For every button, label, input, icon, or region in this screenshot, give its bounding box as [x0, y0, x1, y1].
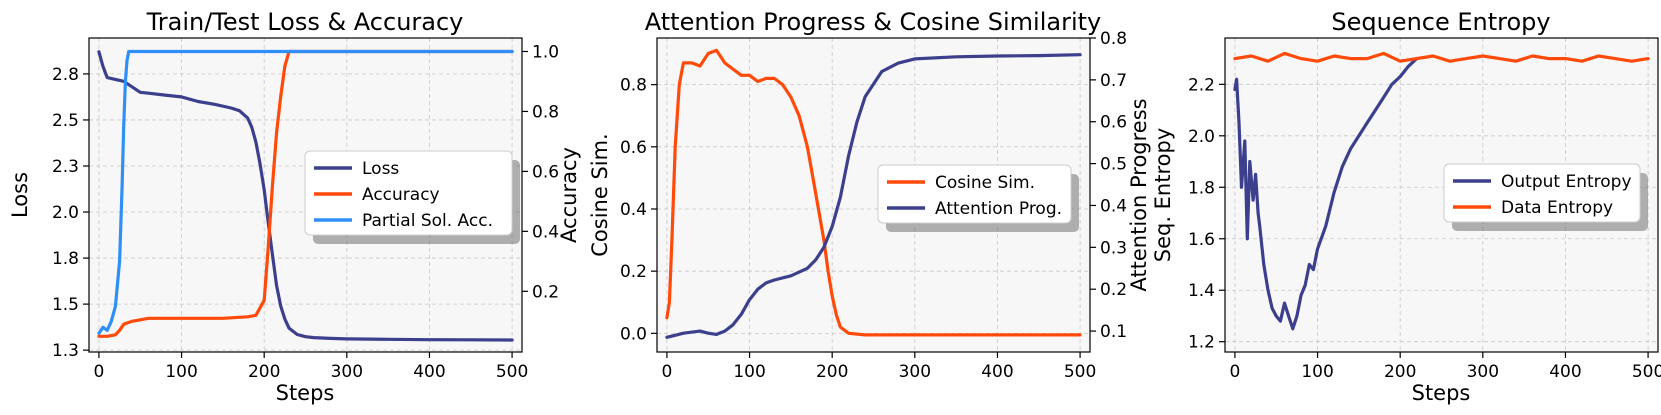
y-tick-label: 2.5 [52, 111, 79, 131]
y-tick-label: 1.4 [1188, 281, 1215, 301]
chart-title: Attention Progress & Cosine Similarity [645, 8, 1101, 36]
y-tick-label-right: 0.1 [1100, 322, 1127, 342]
y-tick-label-right: 0.5 [1100, 155, 1127, 175]
series-layer [97, 49, 514, 342]
x-tick-label: 300 [1467, 362, 1499, 382]
x-tick-label: 500 [1064, 362, 1096, 382]
y-tick-label: 1.8 [52, 249, 79, 269]
x-tick-label: 0 [662, 362, 673, 382]
x-tick-label: 400 [981, 362, 1013, 382]
x-axis-label: Steps [276, 381, 335, 405]
plot-frame [1224, 37, 1659, 353]
series-line-partial-sol-acc [97, 49, 514, 335]
series-line-attention-prog [665, 53, 1082, 339]
y-axis-label-left: Seq. Entropy [1151, 128, 1175, 263]
x-tick-label: 300 [331, 362, 363, 382]
x-tick-label: 100 [1301, 362, 1333, 382]
chart-title: Sequence Entropy [1331, 8, 1550, 36]
y-tick-label: 0.2 [620, 262, 647, 282]
legend-label-loss: Loss [362, 159, 399, 179]
y-tick-label-right: 0.2 [532, 282, 559, 302]
series-line-loss [97, 50, 514, 342]
x-tick-label: 300 [899, 362, 931, 382]
legend-label-output-entropy: Output Entropy [1501, 172, 1632, 192]
x-tick-label: 200 [816, 362, 848, 382]
legend-label-cosine-sim: Cosine Sim. [935, 173, 1035, 193]
y-tick-label: 2.0 [1188, 127, 1215, 147]
series-layer [1233, 51, 1650, 331]
x-tick-label: 200 [1384, 362, 1416, 382]
panel-attention-progress-cosine: 0 100 200 300 400 500 0.00.20.40.60.8 0.10.20… [588, 8, 1151, 382]
gridlines [1225, 38, 1658, 352]
y-tick-label-right: 1.0 [532, 42, 559, 62]
y-tick-label: 1.2 [1188, 333, 1215, 353]
y-tick-label-right: 0.8 [1100, 29, 1127, 49]
x-tick-label: 500 [496, 362, 528, 382]
y-tick-label: 2.0 [52, 203, 79, 223]
y-ticks-right: 0.1 0.2 0.3 0.4 0.5 0.6 0.7 0.8 [1090, 29, 1127, 342]
x-ticks: 0 100 200 300 400 500 [94, 352, 528, 382]
y-ticks-left: 1.2 1.4 1.6 1.8 2.0 2.2 [1188, 75, 1225, 353]
y-axis-label-left: Cosine Sim. [588, 133, 612, 257]
x-tick-label: 400 [1549, 362, 1581, 382]
x-tick-label: 0 [1230, 362, 1241, 382]
y-axis-label-right: Accuracy [557, 147, 581, 243]
y-tick-label-right: 0.7 [1100, 71, 1127, 91]
chart-title: Train/Test Loss & Accuracy [146, 8, 464, 36]
x-tick-label: 0 [94, 362, 105, 382]
y-axis-label-left: Loss [8, 172, 32, 218]
panel-sequence-entropy: 0 100 200 300 400 500 1.2 1.4 1.6 1.8 2.0 2.2 Sequ… [1151, 8, 1661, 405]
y-tick-label-right: 0.6 [532, 162, 559, 182]
y-tick-label-right: 0.8 [532, 102, 559, 122]
x-tick-label: 400 [413, 362, 445, 382]
y-tick-label: 0.6 [620, 138, 647, 158]
y-ticks-right: 0.2 0.4 0.6 0.8 1.0 [522, 42, 559, 302]
y-tick-label: 1.5 [52, 295, 79, 315]
y-tick-label-right: 0.4 [532, 222, 559, 242]
x-tick-label: 500 [1632, 362, 1661, 382]
y-tick-label-right: 0.6 [1100, 113, 1127, 133]
legend-label-accuracy: Accuracy [362, 185, 440, 205]
legend: Output Entropy Data Entropy [1443, 163, 1648, 231]
legend-label-partial-sol-acc: Partial Sol. Acc. [362, 211, 493, 231]
legend-label-attention-prog: Attention Prog. [935, 199, 1062, 219]
y-tick-label: 0.8 [620, 76, 647, 96]
y-tick-label: 1.8 [1188, 178, 1215, 198]
x-axis-label: Steps [1412, 381, 1471, 405]
y-tick-label: 1.3 [52, 341, 79, 361]
y-tick-label: 2.3 [52, 157, 79, 177]
y-tick-label: 1.6 [1188, 230, 1215, 250]
y-ticks-left: 1.3 1.5 1.8 2.0 2.3 2.5 2.8 [52, 65, 89, 361]
series-layer [665, 48, 1082, 339]
x-tick-label: 100 [733, 362, 765, 382]
x-tick-label: 100 [165, 362, 197, 382]
x-ticks: 0 100 200 300 400 500 [662, 352, 1096, 382]
legend: Cosine Sim. Attention Prog. [877, 164, 1079, 232]
y-tick-label-right: 0.3 [1100, 238, 1127, 258]
legend-label-data-entropy: Data Entropy [1501, 198, 1613, 218]
series-line-cosine-sim [665, 48, 1082, 337]
y-tick-label-right: 0.2 [1100, 280, 1127, 300]
plot-frame [88, 37, 523, 353]
y-tick-label-right: 0.4 [1100, 196, 1127, 216]
y-tick-label: 2.2 [1188, 75, 1215, 95]
x-tick-label: 200 [248, 362, 280, 382]
y-tick-label: 2.8 [52, 65, 79, 85]
plot-frame [656, 37, 1091, 353]
panel-train-test-loss-accuracy: 0 100 200 300 400 500 1.3 1.5 1.8 2.0 2.3 2.5 2.8 0… [8, 8, 581, 405]
y-ticks-left: 0.0 0.2 0.4 0.6 0.8 [620, 76, 657, 344]
y-tick-label: 0.4 [620, 200, 647, 220]
x-ticks: 0 100 200 300 400 500 [1230, 352, 1661, 382]
legend: Loss Accuracy Partial Sol. Acc. [304, 150, 520, 244]
series-line-data-entropy [1233, 51, 1650, 63]
series-line-output-entropy [1233, 56, 1419, 331]
y-tick-label: 0.0 [620, 324, 647, 344]
y-axis-label-right: Attention Progress [1127, 98, 1151, 291]
